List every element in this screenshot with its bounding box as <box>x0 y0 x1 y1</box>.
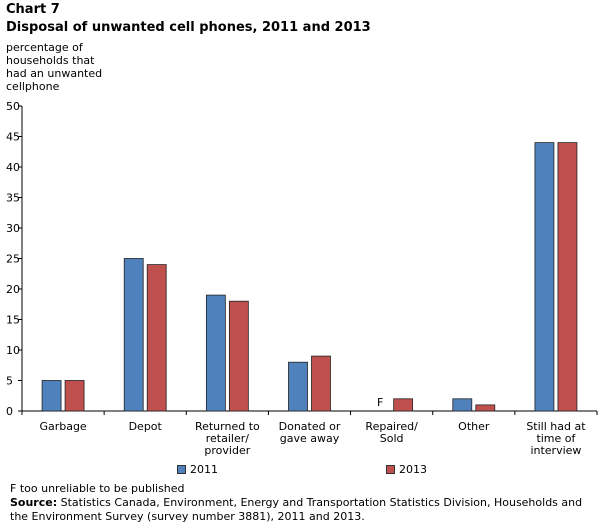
y-tick-label: 35 <box>6 192 20 205</box>
bar-2013-7 <box>557 142 578 412</box>
bar-2011-1 <box>41 380 62 412</box>
bar-2011-6 <box>452 398 473 412</box>
y-tick-label: 30 <box>6 222 20 235</box>
bar-2013-5 <box>393 398 414 412</box>
x-category-label: time of <box>536 432 576 445</box>
x-category-label: provider <box>204 444 250 457</box>
bar-chart: 0 5 10 15 20 25 30 35 40 45 50 Garbage Depot Returned… <box>6 100 598 457</box>
y-tick-label: 20 <box>6 283 20 296</box>
y-tick-label: 25 <box>6 253 20 266</box>
y-tick-label: 10 <box>6 344 20 357</box>
y-axis-label: percentage of households that had an unw… <box>6 41 103 93</box>
x-category-label: retailer/ <box>206 432 250 445</box>
footnote: F too unreliable to be published <box>10 482 185 495</box>
legend-item-2011: 2011 <box>177 463 218 476</box>
y-tick-label: 50 <box>6 100 20 113</box>
bar-2013-6 <box>475 404 496 412</box>
annotation-f: F <box>377 396 383 409</box>
chart-title: Disposal of unwanted cell phones, 2011 a… <box>6 20 371 35</box>
x-category-label: Donated or <box>279 420 341 433</box>
source-note: Source: Statistics Canada, Environment, … <box>10 496 595 524</box>
y-tick-label: 0 <box>6 405 13 418</box>
legend-label-2011: 2011 <box>190 463 218 476</box>
bar-2011-7 <box>534 142 555 412</box>
x-category-label: gave away <box>280 432 340 445</box>
x-category-label: Sold <box>380 432 404 445</box>
x-category-label: interview <box>530 444 581 457</box>
legend-swatch-2013 <box>386 465 395 474</box>
bar-2013-3 <box>228 300 249 412</box>
y-tick-label: 15 <box>6 314 20 327</box>
source-label: Source: <box>10 496 58 509</box>
legend-label-2013: 2013 <box>399 463 427 476</box>
legend-item-2013: 2013 <box>386 463 427 476</box>
bar-2013-2 <box>146 264 167 412</box>
x-category-label: Returned to <box>195 420 260 433</box>
bar-2011-2 <box>123 258 144 412</box>
x-category-label: Other <box>458 420 490 433</box>
bar-2013-4 <box>311 355 331 412</box>
y-tick-label: 45 <box>6 131 20 144</box>
y-tick-label: 40 <box>6 161 20 174</box>
chart-number: Chart 7 <box>6 2 60 17</box>
bar-2013-1 <box>64 380 85 412</box>
y-tick-label: 5 <box>6 375 13 388</box>
x-category-label: Depot <box>129 420 163 433</box>
x-category-label: Still had at <box>526 420 586 433</box>
legend-swatch-2011 <box>177 465 186 474</box>
bar-2011-3 <box>205 294 226 412</box>
x-category-label: Garbage <box>39 420 86 433</box>
x-category-label: Repaired/ <box>365 420 418 433</box>
bar-2011-4 <box>288 361 308 412</box>
source-text: Statistics Canada, Environment, Energy a… <box>10 496 583 523</box>
